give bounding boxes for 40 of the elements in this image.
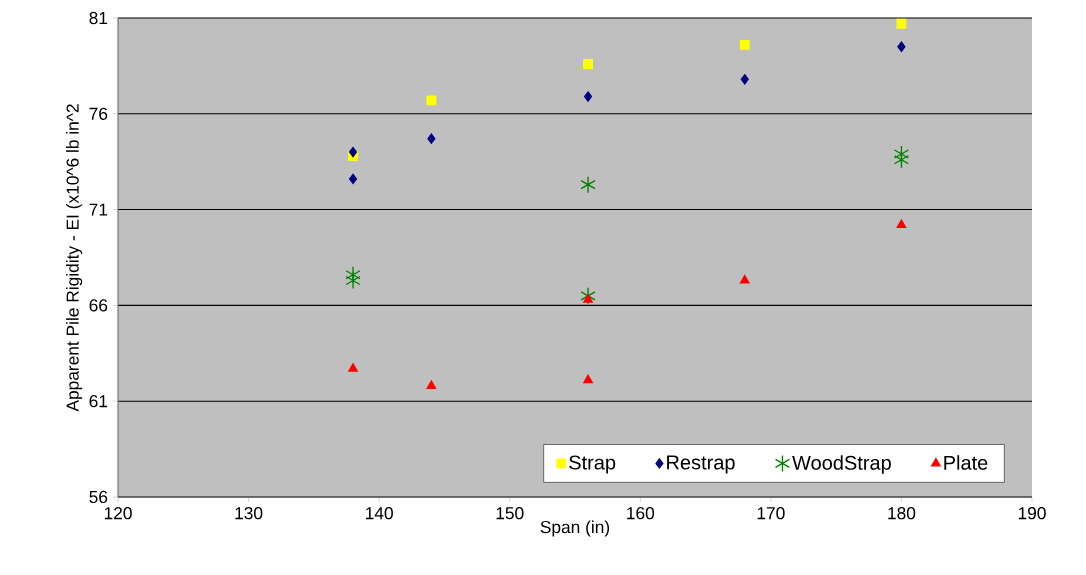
point	[740, 74, 749, 85]
point	[580, 176, 596, 194]
legend-label: WoodStrap	[792, 455, 891, 474]
point	[896, 18, 907, 29]
y-tick-label: 76	[89, 107, 108, 120]
point	[739, 39, 750, 50]
y-tick-label: 71	[89, 203, 108, 216]
legend-label: Restrap	[667, 455, 735, 474]
point	[426, 380, 437, 389]
x-tick-label: 150	[496, 507, 524, 520]
point	[583, 59, 593, 69]
x-tick-label: 170	[757, 507, 785, 520]
x-tick-label: 160	[627, 507, 655, 520]
point	[348, 146, 358, 158]
point	[580, 287, 596, 305]
x-tick-label: 130	[235, 507, 263, 520]
y-axis-title: Apparent Pile Rigidity - EI (x10^6 lb in^2	[66, 104, 83, 412]
point	[348, 173, 358, 185]
point	[583, 91, 593, 102]
point	[427, 133, 436, 144]
legend-label: Strap	[569, 455, 616, 474]
x-axis-title: Span (in)	[540, 520, 610, 537]
y-tick-label: 81	[89, 11, 108, 25]
legend-label: Plate	[944, 455, 988, 470]
point	[345, 271, 361, 290]
x-tick-label: 180	[888, 507, 916, 520]
point	[897, 41, 906, 52]
y-tick-label: 66	[89, 299, 108, 312]
x-tick-label: 190	[1018, 507, 1046, 520]
point	[739, 275, 750, 284]
point	[583, 294, 593, 303]
y-tick-label: 61	[89, 395, 108, 408]
point	[893, 151, 910, 169]
point	[348, 363, 358, 372]
point	[896, 219, 907, 228]
point	[583, 374, 593, 384]
point	[426, 95, 437, 106]
x-tick-label: 120	[104, 507, 132, 520]
y-tick-label: 56	[89, 490, 108, 504]
x-tick-label: 140	[366, 507, 393, 520]
